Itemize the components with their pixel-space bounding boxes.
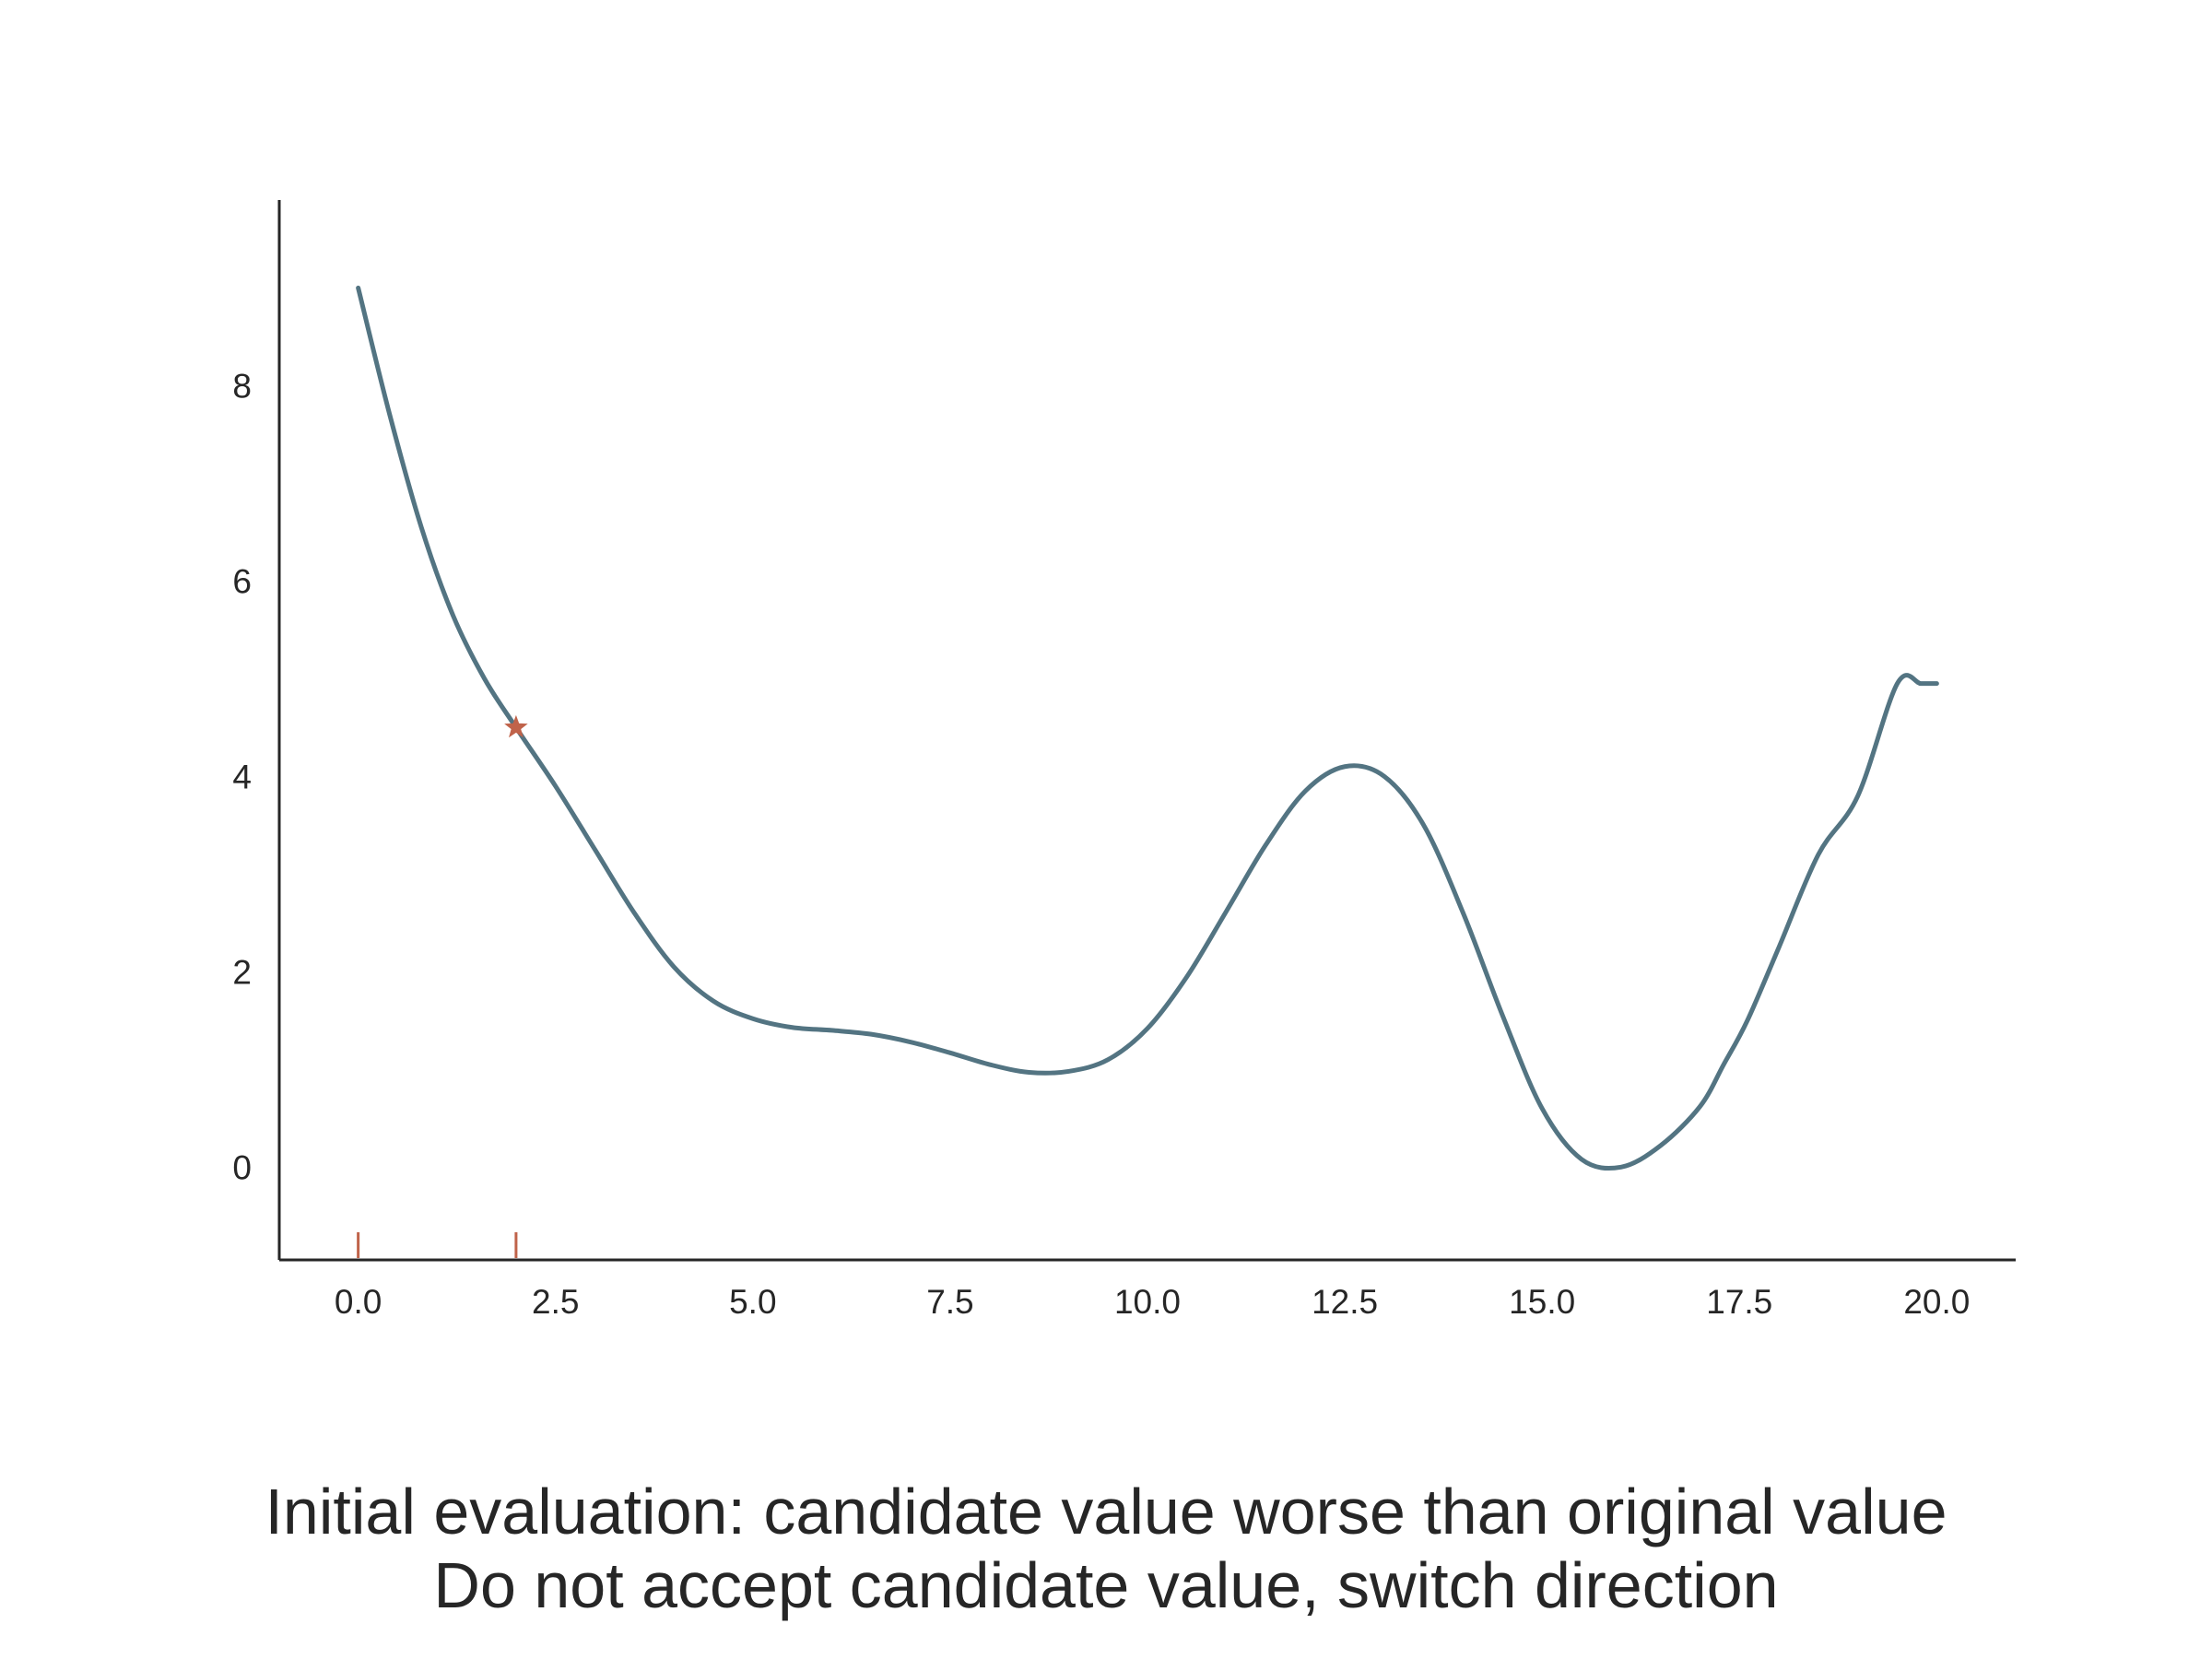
y-tick-label: 0 [232,1148,252,1186]
x-tick-label: 12.5 [1312,1283,1378,1321]
x-tick-label: 7.5 [926,1283,973,1321]
caption-line-1: Initial evaluation: candidate value wors… [265,1476,1947,1547]
caption: Initial evaluation: candidate value wors… [0,1475,2212,1622]
y-tick-label: 2 [232,953,252,991]
x-tick-label: 20.0 [1903,1283,1970,1321]
y-tick-label: 4 [232,758,252,795]
tick-labels: 0.0 2.5 5.0 7.5 10.0 12.5 15.0 17.5 20.0 0 2 4 6 8 [232,367,1970,1321]
rug-marks [357,1232,518,1258]
x-tick-label: 17.5 [1706,1283,1772,1321]
x-tick-label: 0.0 [335,1283,382,1321]
x-tick-label: 10.0 [1114,1283,1181,1321]
data-series [356,285,1939,1171]
x-tick-label: 5.0 [729,1283,776,1321]
x-tick-label: 15.0 [1509,1283,1575,1321]
chart-axes [277,200,2016,1262]
caption-line-2: Do not accept candidate value, switch di… [433,1549,1779,1621]
y-tick-label: 8 [232,367,252,405]
y-tick-label: 6 [232,562,252,600]
data-markers [504,714,528,738]
objective-curve-line [356,285,1939,1171]
candidate-star-marker [504,714,528,738]
x-tick-label: 2.5 [532,1283,579,1321]
